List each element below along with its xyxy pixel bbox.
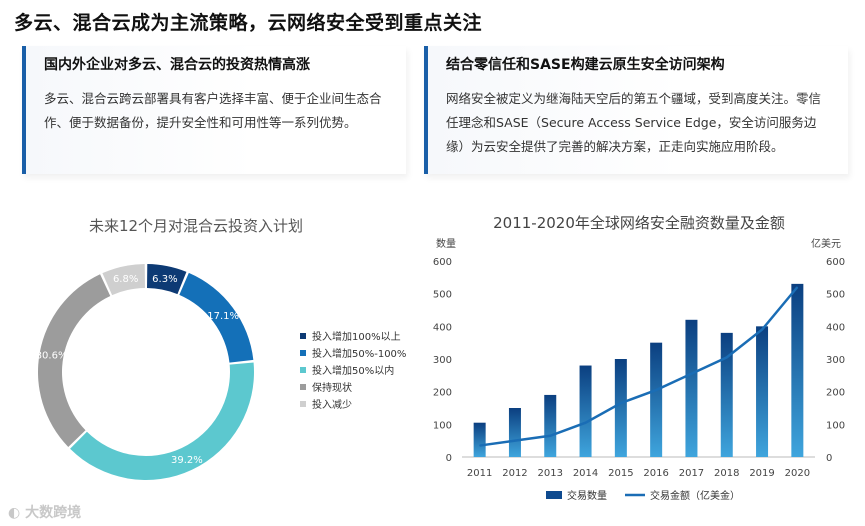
bar-2018 (720, 332, 733, 457)
donut-legend-label-4: 投入减少 (312, 398, 352, 411)
donut-slice-2 (70, 362, 255, 481)
donut-legend-swatch-2 (300, 367, 306, 373)
amount-point-2012 (514, 440, 516, 442)
amount-point-2016 (655, 389, 657, 391)
amount-point-2019 (761, 329, 763, 331)
donut-legend-swatch-0 (300, 333, 306, 339)
bar-2017 (685, 319, 698, 457)
amount-point-2013 (549, 435, 551, 437)
amount-point-2015 (620, 402, 622, 404)
x-tick-2019: 2019 (749, 468, 774, 479)
bar-2013 (544, 394, 557, 457)
donut-data-label-1: 17.1% (207, 311, 239, 322)
left-info-panel: 国内外企业对多云、混合云的投资热情高涨 多云、混合云跨云部署具有客户选择丰富、便… (22, 46, 406, 174)
bar-2019 (756, 326, 769, 457)
left-tick-0: 0 (446, 453, 452, 464)
x-tick-2011: 2011 (467, 468, 492, 479)
amount-point-2018 (726, 356, 728, 358)
brand-logo-icon: ◐ (8, 505, 26, 521)
x-tick-2018: 2018 (714, 468, 739, 479)
legend-swatch-count (546, 491, 562, 499)
right-tick-2: 200 (826, 388, 845, 399)
right-tick-4: 400 (826, 322, 845, 333)
donut-legend-swatch-4 (300, 401, 306, 407)
donut-legend-swatch-1 (300, 350, 306, 356)
x-tick-2017: 2017 (679, 468, 704, 479)
left-tick-2: 200 (433, 388, 452, 399)
left-tick-6: 600 (433, 257, 452, 268)
right-tick-0: 0 (826, 453, 832, 464)
amount-point-2011 (479, 445, 481, 447)
x-tick-2016: 2016 (643, 468, 668, 479)
donut-legend-label-1: 投入增加50%-100% (312, 347, 406, 360)
donut-slice-1 (179, 272, 254, 363)
donut-slice-4 (102, 264, 145, 296)
x-tick-2013: 2013 (538, 468, 563, 479)
right-axis-label: 亿美元 (811, 237, 841, 250)
amount-point-2017 (690, 373, 692, 375)
amount-line (479, 286, 799, 447)
right-panel-heading: 结合零信任和SASE构建云原生安全访问架构 (446, 57, 725, 73)
legend-label-amount: 交易金额（亿美金） (650, 489, 740, 502)
bar-2014 (579, 365, 592, 457)
right-tick-6: 600 (826, 257, 845, 268)
donut-legend-label-0: 投入增加100%以上 (312, 330, 401, 343)
left-panel-body: 多云、混合云跨云部署具有客户选择丰富、便于企业间生态合作、便于数据备份，提升安全… (44, 91, 382, 130)
left-axis-label: 数量 (436, 237, 456, 250)
left-tick-5: 500 (433, 290, 452, 301)
page-title: 多云、混合云成为主流策略，云网络安全受到重点关注 (14, 12, 483, 34)
left-tick-4: 400 (433, 322, 452, 333)
x-tick-2015: 2015 (608, 468, 633, 479)
left-panel-heading: 国内外企业对多云、混合云的投资热情高涨 (44, 57, 310, 73)
bar-2012 (508, 408, 521, 457)
donut-title: 未来12个月对混合云投资入计划 (89, 217, 303, 235)
right-tick-5: 500 (826, 290, 845, 301)
donut-slice-0 (147, 264, 187, 295)
left-tick-3: 300 (433, 355, 452, 366)
right-tick-1: 100 (826, 420, 845, 431)
donut-legend-swatch-3 (300, 384, 306, 390)
legend-label-count: 交易数量 (567, 489, 607, 502)
x-tick-2012: 2012 (502, 468, 527, 479)
right-panel-body: 网络安全被定义为继海陆天空后的第五个疆域，受到高度关注。零信任理念和SASE（S… (446, 91, 822, 154)
donut-data-label-3: 30.6% (36, 351, 68, 362)
left-tick-1: 100 (433, 420, 452, 431)
amount-point-2020 (796, 286, 798, 288)
donut-legend-label-3: 保持现状 (312, 381, 352, 394)
bar-2020 (791, 283, 804, 457)
donut-legend-label-2: 投入增加50%以内 (312, 364, 394, 377)
right-tick-3: 300 (826, 355, 845, 366)
bar-2015 (614, 359, 627, 457)
brand-watermark: ◐ 大数跨境 (8, 502, 81, 522)
donut-data-label-2: 39.2% (171, 455, 203, 466)
x-tick-2020: 2020 (785, 468, 810, 479)
amount-point-2014 (585, 422, 587, 424)
brand-text: 大数跨境 (25, 505, 82, 521)
bar-2016 (650, 342, 663, 457)
donut-data-label-0: 6.3% (152, 274, 177, 285)
right-info-panel: 结合零信任和SASE构建云原生安全访问架构 网络安全被定义为继海陆天空后的第五个… (424, 46, 848, 174)
donut-data-label-4: 6.8% (113, 274, 138, 285)
donut-slice-3 (37, 274, 111, 447)
x-tick-2014: 2014 (573, 468, 598, 479)
bar-2011 (473, 422, 486, 457)
bar-chart-title: 2011-2020年全球网络安全融资数量及金额 (493, 214, 785, 232)
